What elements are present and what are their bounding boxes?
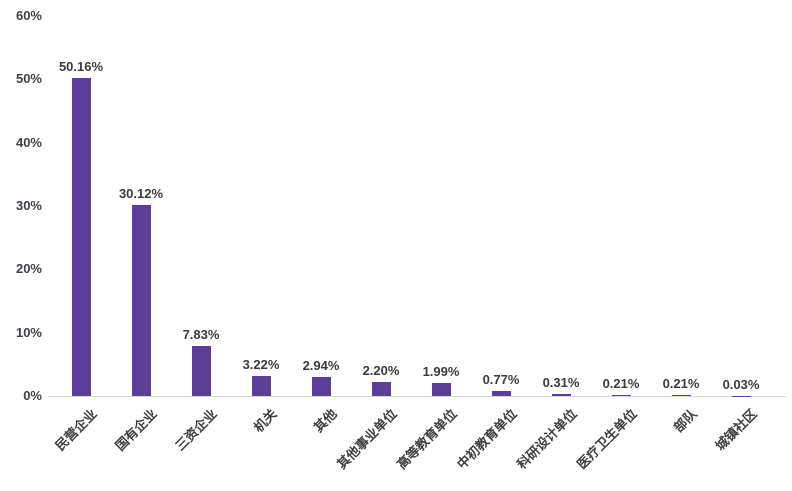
- x-axis-category-label: 城镇社区: [712, 406, 760, 454]
- bar: [551, 394, 571, 396]
- x-axis-category-label: 科研设计单位: [513, 406, 580, 472]
- x-axis-category-label: 高等教育单位: [393, 406, 460, 472]
- x-axis-line: [48, 396, 786, 397]
- y-axis-tick-label: 60%: [15, 8, 42, 23]
- bar-value-label: 1.99%: [422, 364, 460, 380]
- bar: [191, 346, 211, 396]
- y-axis-tick-label: 0%: [23, 388, 42, 403]
- bar-value-label: 2.94%: [302, 358, 340, 374]
- bar-value-label: 50.16%: [58, 59, 104, 75]
- bar-value-label: 0.03%: [722, 376, 760, 392]
- bar-value-label: 2.20%: [362, 363, 400, 379]
- bar-value-label: 7.83%: [182, 327, 220, 343]
- bar: [671, 394, 691, 396]
- x-axis-category-label: 三资企业: [172, 406, 220, 454]
- bar-value-label: 3.22%: [242, 356, 280, 372]
- bar: [251, 375, 271, 396]
- bar: [311, 377, 331, 396]
- y-axis-tick-label: 30%: [15, 198, 42, 213]
- y-axis-tick-label: 50%: [15, 71, 42, 87]
- bar-value-label: 0.21%: [662, 375, 700, 391]
- x-axis-category-label: 民营企业: [52, 406, 100, 454]
- y-axis-tick-label: 20%: [15, 261, 42, 277]
- bar: [371, 382, 391, 396]
- bar: [431, 383, 451, 396]
- bar: [71, 78, 91, 396]
- bar: [491, 391, 511, 396]
- bar-value-label: 0.21%: [602, 375, 640, 391]
- bar-value-label: 30.12%: [118, 186, 164, 202]
- bar-value-label: 0.77%: [482, 372, 520, 388]
- y-axis-tick-label: 10%: [15, 324, 42, 340]
- bar: [611, 394, 631, 396]
- y-axis-tick-label: 40%: [15, 134, 42, 150]
- bar: [131, 205, 151, 396]
- x-axis-category-label: 医疗卫生单位: [573, 406, 640, 472]
- x-axis-category-label: 其他事业单位: [333, 406, 400, 472]
- bar-value-label: 0.31%: [542, 375, 580, 391]
- x-axis-category-label: 国有企业: [112, 406, 160, 454]
- x-axis-category-label: 部队: [670, 406, 700, 436]
- x-axis-category-label: 中初教育单位: [453, 406, 520, 472]
- x-axis-category-label: 其他: [310, 406, 340, 436]
- x-axis-category-label: 机关: [250, 406, 280, 436]
